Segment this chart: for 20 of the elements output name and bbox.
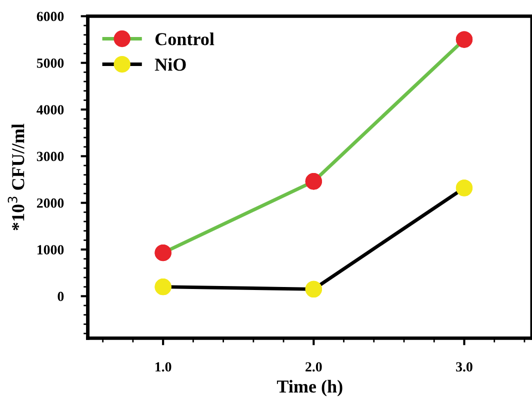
y-tick-label: 6000: [36, 12, 64, 22]
x-tick-label: 1.0: [156, 362, 172, 372]
y-tick-label: 1000: [38, 245, 64, 254]
y-tick-label: 4000: [36, 105, 64, 114]
y-tick-label: 0: [58, 292, 64, 302]
point: [456, 31, 473, 48]
point: [456, 180, 473, 196]
y-tick-label: 2000: [36, 198, 64, 208]
legend-label: Control: [155, 32, 214, 46]
x-axis-title: Time (h): [276, 380, 342, 396]
point: [305, 280, 322, 298]
y-axis-title: *10$^{3}$ CFU//ml: [8, 124, 24, 230]
y-tick-label: 5000: [36, 58, 64, 68]
point: [305, 173, 322, 190]
x-tick-label: 2.0: [306, 362, 322, 372]
x-tick-label: 3.0: [456, 362, 472, 372]
legend-label: NiO: [154, 58, 186, 71]
point: [154, 244, 172, 262]
point: [154, 278, 172, 296]
y-tick-label: 3000: [36, 152, 64, 162]
